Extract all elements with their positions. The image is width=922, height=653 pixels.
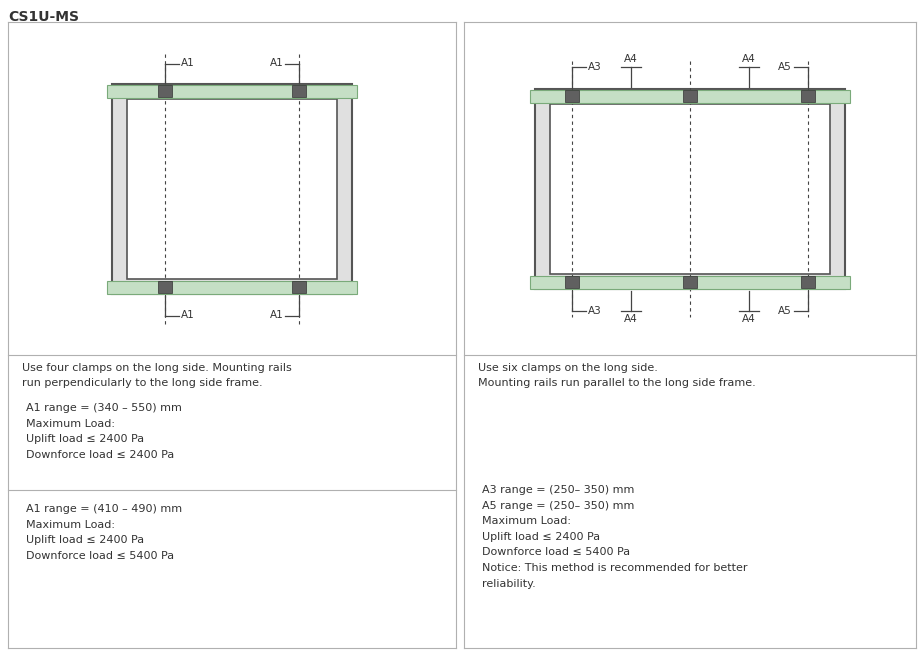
- Bar: [565, 89, 579, 101]
- Text: A5: A5: [778, 61, 792, 71]
- Text: A3: A3: [588, 306, 602, 315]
- Bar: [158, 281, 171, 293]
- Text: Use six clamps on the long side.
Mounting rails run parallel to the long side fr: Use six clamps on the long side. Mountin…: [478, 363, 756, 388]
- Text: Use four clamps on the long side. Mounting rails
run perpendicularly to the long: Use four clamps on the long side. Mounti…: [22, 363, 291, 388]
- Bar: [530, 276, 850, 289]
- Bar: [535, 89, 845, 289]
- Bar: [158, 84, 171, 97]
- Bar: [565, 276, 579, 287]
- Text: A4: A4: [742, 54, 756, 63]
- Text: A3 range = (250– 350) mm
A5 range = (250– 350) mm
Maximum Load:
Uplift load ≤ 24: A3 range = (250– 350) mm A5 range = (250…: [482, 485, 748, 588]
- Bar: [801, 89, 815, 101]
- Bar: [801, 276, 815, 287]
- Text: A1: A1: [181, 310, 195, 321]
- Text: A1: A1: [269, 59, 283, 69]
- Bar: [530, 89, 850, 103]
- Bar: [292, 281, 306, 293]
- Bar: [292, 84, 306, 97]
- Text: A1 range = (410 – 490) mm
Maximum Load:
Uplift load ≤ 2400 Pa
Downforce load ≤ 5: A1 range = (410 – 490) mm Maximum Load: …: [26, 504, 183, 561]
- Bar: [107, 281, 357, 293]
- Bar: [550, 103, 830, 274]
- Text: A5: A5: [778, 306, 792, 315]
- Text: A4: A4: [624, 54, 638, 63]
- Bar: [127, 99, 337, 278]
- Text: A1 range = (340 – 550) mm
Maximum Load:
Uplift load ≤ 2400 Pa
Downforce load ≤ 2: A1 range = (340 – 550) mm Maximum Load: …: [26, 403, 182, 460]
- Bar: [112, 84, 352, 293]
- Bar: [107, 84, 357, 97]
- Text: A4: A4: [742, 313, 756, 323]
- Text: A3: A3: [588, 61, 602, 71]
- Text: CS1U-MS: CS1U-MS: [8, 10, 79, 24]
- Text: A4: A4: [624, 313, 638, 323]
- Text: A1: A1: [181, 59, 195, 69]
- Text: A1: A1: [269, 310, 283, 321]
- Bar: [683, 89, 697, 101]
- Bar: [683, 276, 697, 287]
